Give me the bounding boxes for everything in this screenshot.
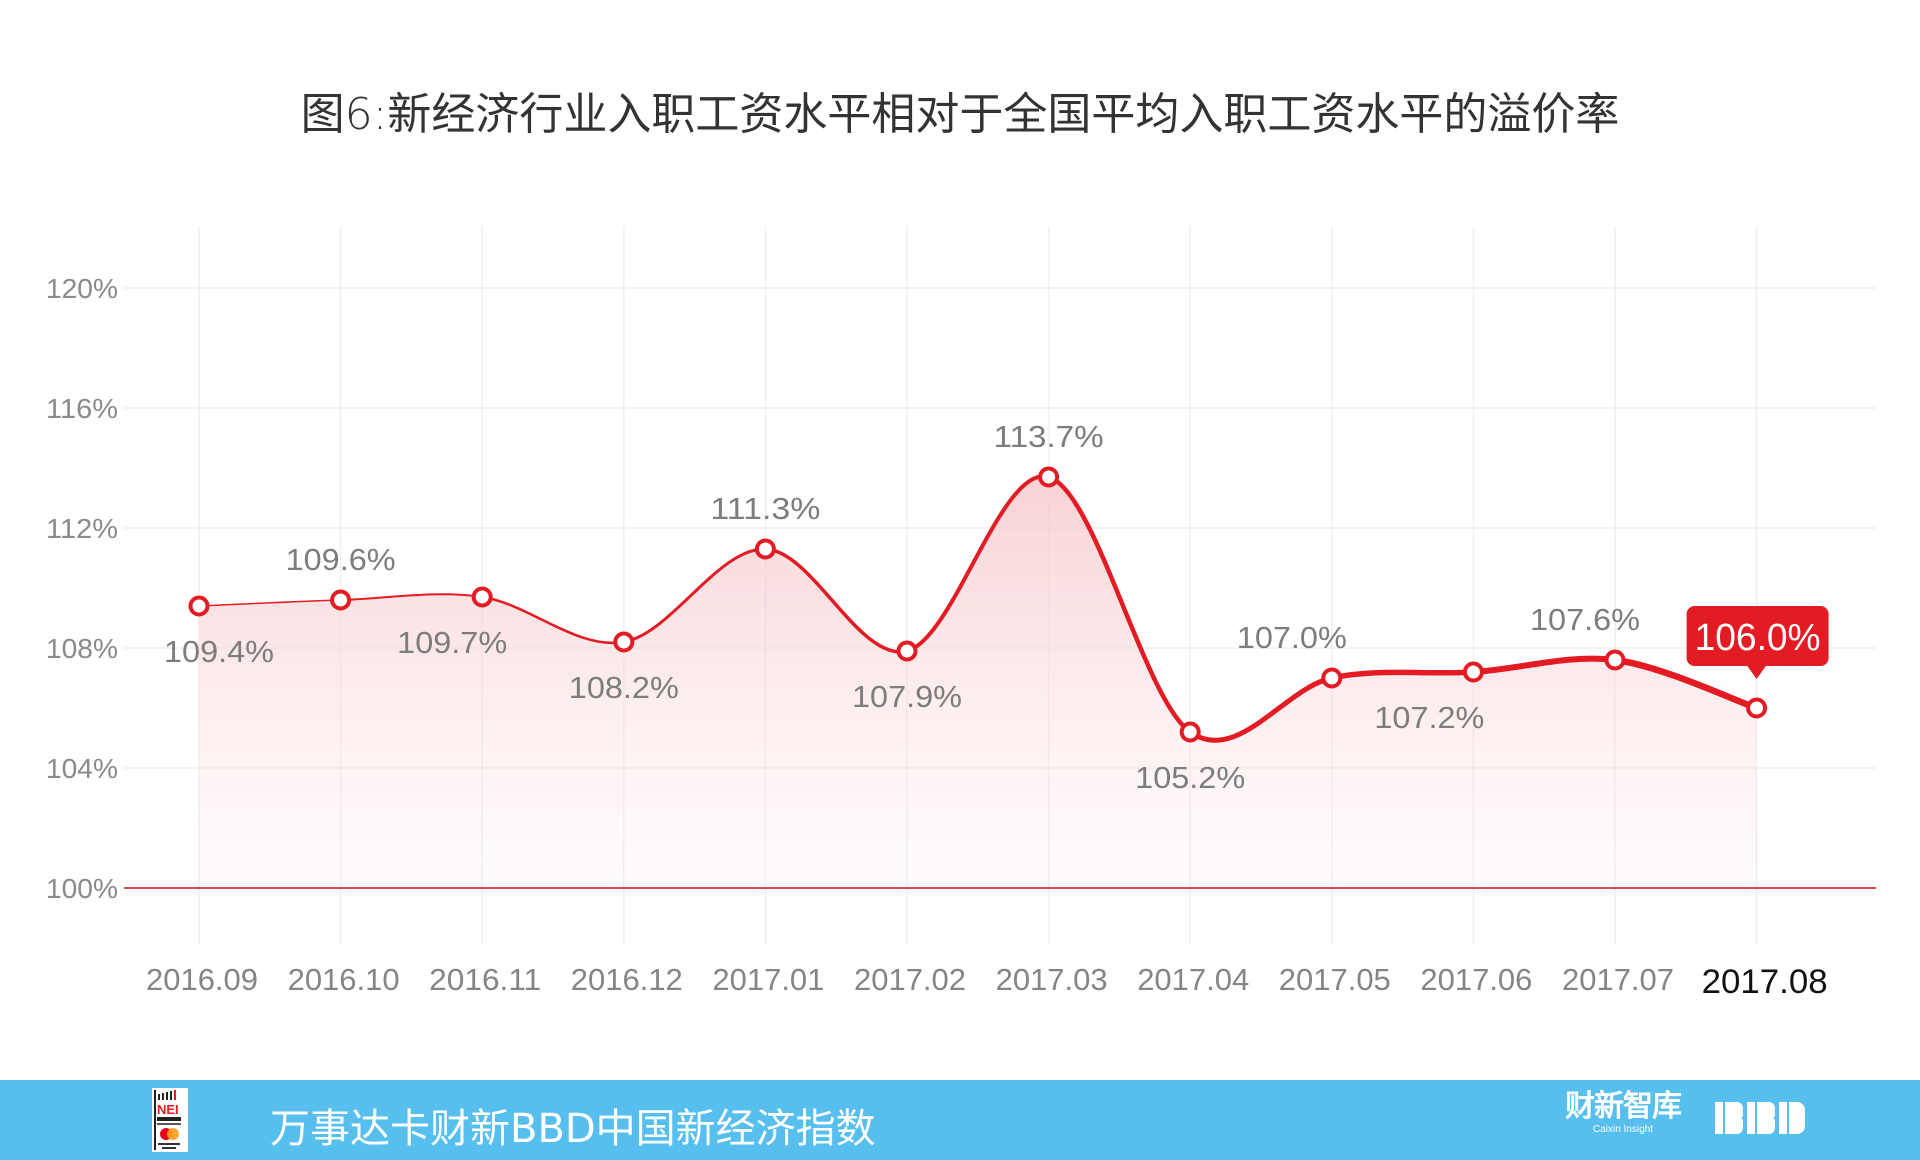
data-label: 109.4% [164, 634, 274, 669]
x-tick-label: 2017.07 [1562, 962, 1674, 997]
data-point-marker[interactable] [754, 538, 776, 560]
line-segment [1187, 675, 1335, 743]
tooltip-box [1686, 606, 1829, 666]
data-point-marker[interactable] [471, 586, 493, 608]
data-label: 107.9% [852, 679, 962, 714]
y-tick-label: 104% [46, 753, 118, 784]
y-tick-label: 112% [46, 513, 118, 544]
data-point-marker[interactable] [1038, 466, 1060, 488]
y-axis: 100% 104% 108% 112% 116% 120% [46, 273, 118, 904]
x-tick-label: 2016.09 [146, 962, 258, 997]
line-segment [480, 595, 626, 645]
x-tick-label: 2016.12 [571, 962, 683, 997]
line-segment [905, 474, 1051, 653]
x-tick-label: 2017.04 [1137, 962, 1249, 997]
x-tick-label: 2016.11 [429, 962, 541, 997]
data-label: 113.7% [994, 419, 1104, 454]
highlight-tooltip: 106.0% [1686, 606, 1829, 679]
x-tick-label: 2017.06 [1420, 962, 1532, 997]
x-tick-label: 2017.05 [1279, 962, 1391, 997]
data-point-marker[interactable] [330, 589, 352, 611]
chart-title: 图6:新经济行业入职工资水平相对于全国平均入职工资水平的溢价率 [300, 89, 1620, 140]
data-point-marker[interactable] [1462, 661, 1484, 683]
data-label: 111.3% [710, 491, 820, 526]
caixin-logo-subtext: Caixin Insight [1592, 1124, 1654, 1135]
nei-logo-icon: NEI [152, 1088, 188, 1152]
data-label: 107.0% [1237, 620, 1347, 655]
y-tick-label: 116% [46, 393, 118, 424]
line-segment [1046, 474, 1193, 735]
data-point-marker[interactable] [1604, 649, 1626, 671]
caixin-logo-text: 财新智库 [1565, 1089, 1682, 1124]
tooltip-value: 106.0% [1695, 617, 1821, 659]
line-chart: 100%104%108%112%116%120% 109.4%109.6%109… [46, 226, 1876, 1001]
data-point-marker[interactable] [1746, 697, 1768, 719]
data-point-marker[interactable] [1321, 667, 1343, 689]
y-tick-label: 108% [46, 633, 118, 664]
data-label: 109.7% [397, 625, 507, 660]
data-labels: 109.4% 109.6% 109.7% 108.2% 111.3% 107.9% 113.… [164, 419, 1640, 795]
line-segment [622, 547, 767, 644]
data-label: 107.2% [1374, 700, 1484, 735]
footer-title: 万事达卡财新BBD中国新经济指数 [270, 1106, 876, 1152]
tooltip-arrow [1746, 665, 1767, 679]
data-point-marker[interactable] [896, 640, 918, 662]
y-tick-label: 100% [46, 873, 118, 904]
data-point-marker[interactable] [188, 595, 210, 617]
data-label: 108.2% [569, 670, 679, 705]
x-tick-label: 2017.08 [1702, 963, 1828, 1001]
svg-text:NEI: NEI [157, 1102, 179, 1117]
footer-bar: NEI 万事达卡财新BBD中国新经济指数 财新智库 Caixin Insight [0, 1080, 1920, 1160]
data-label: 105.2% [1135, 760, 1245, 795]
x-tick-label: 2017.02 [854, 962, 966, 997]
line-segment [339, 593, 484, 601]
x-tick-label: 2016.10 [288, 962, 400, 997]
line-segment [1470, 655, 1618, 675]
bbd-logo-icon [1715, 1102, 1805, 1134]
data-label: 109.6% [286, 542, 396, 577]
caixin-insight-logo: 财新智库 Caixin Insight [1563, 1090, 1683, 1146]
series-line [198, 474, 1760, 743]
x-tick-label: 2017.03 [996, 962, 1108, 997]
line-segment [763, 547, 909, 654]
data-point-marker[interactable] [1179, 721, 1201, 743]
data-label: 107.6% [1530, 602, 1640, 637]
x-axis: 2016.09 2016.10 2016.11 2016.12 2017.01 2017.… [146, 962, 1828, 1001]
x-tick-label: 2017.01 [712, 962, 824, 997]
line-segment [1611, 656, 1760, 712]
line-segment [1329, 669, 1477, 681]
y-tick-label: 120% [46, 273, 118, 304]
data-markers [188, 466, 1768, 743]
data-point-marker[interactable] [613, 631, 635, 653]
area-fill [199, 476, 1757, 888]
